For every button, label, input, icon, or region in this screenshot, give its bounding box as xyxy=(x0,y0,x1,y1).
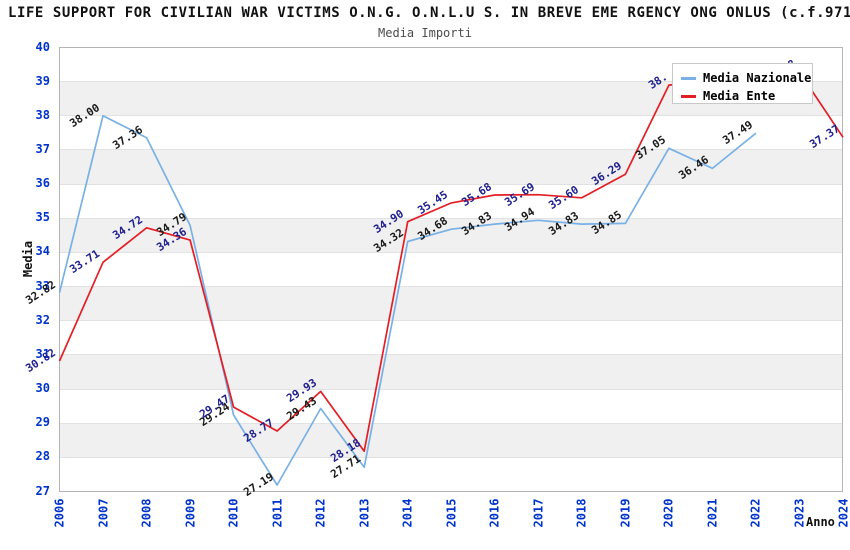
y-tick-label: 39 xyxy=(35,73,50,88)
x-tick-label: 2024 xyxy=(825,495,850,531)
x-tick-text: 2006 xyxy=(52,498,67,528)
y-tick-label: 32 xyxy=(35,312,50,327)
y-tick-label: 40 xyxy=(35,39,50,54)
plot-area xyxy=(59,47,843,492)
legend-item-media-nazionale: Media Nazionale xyxy=(681,69,812,87)
x-tick-label: 2014 xyxy=(390,495,426,531)
plot-band xyxy=(60,286,842,321)
y-tick-label: 30 xyxy=(35,381,50,396)
plot-band xyxy=(60,354,842,390)
plot-band xyxy=(60,423,842,458)
gridline xyxy=(60,456,842,458)
x-tick-label: 2020 xyxy=(651,495,687,531)
chart-title: LIFE SUPPORT FOR CIVILIAN WAR VICTIMS O.… xyxy=(8,5,850,21)
x-tick-label: 2013 xyxy=(346,495,382,531)
y-tick-label: 31 xyxy=(35,346,50,361)
x-tick-label: 2023 xyxy=(781,495,817,531)
x-tick-text: 2014 xyxy=(400,498,415,528)
y-tick-label: 34 xyxy=(35,244,50,259)
gridline xyxy=(60,183,842,185)
legend-red-line-icon xyxy=(681,94,696,98)
x-tick-text: 2023 xyxy=(792,498,807,528)
legend-label-media-nazionale: Media Nazionale xyxy=(703,71,812,85)
y-tick-label: 33 xyxy=(35,278,50,293)
x-tick-label: 2017 xyxy=(520,495,556,531)
gridline xyxy=(60,286,842,288)
x-tick-label: 2015 xyxy=(433,495,469,531)
legend: Media Nazionale Media Ente xyxy=(672,63,813,104)
gridline xyxy=(60,388,842,390)
x-tick-label: 2008 xyxy=(129,495,165,531)
y-tick-label: 27 xyxy=(35,483,50,498)
chart-subtitle: Media Importi xyxy=(378,26,472,40)
plot-band xyxy=(60,149,842,185)
gridline xyxy=(60,354,842,356)
x-tick-label: 2010 xyxy=(216,495,252,531)
x-tick-text: 2016 xyxy=(487,498,502,528)
x-tick-label: 2018 xyxy=(564,495,600,531)
x-tick-label: 2019 xyxy=(607,495,643,531)
x-tick-label: 2007 xyxy=(85,495,121,531)
x-tick-text: 2021 xyxy=(705,498,720,528)
x-tick-text: 2011 xyxy=(270,498,285,528)
x-tick-text: 2010 xyxy=(226,498,241,528)
x-tick-text: 2017 xyxy=(531,498,546,528)
x-tick-text: 2007 xyxy=(96,498,111,528)
y-tick-label: 28 xyxy=(35,449,50,464)
y-tick-label: 36 xyxy=(35,176,50,191)
x-tick-label: 2009 xyxy=(172,495,208,531)
x-tick-label: 2011 xyxy=(259,495,295,531)
y-tick-label: 29 xyxy=(35,415,50,430)
x-tick-label: 2012 xyxy=(303,495,339,531)
legend-blue-line-icon xyxy=(681,76,696,80)
x-axis-title: Anno xyxy=(806,515,835,529)
x-tick-label: 2016 xyxy=(477,495,513,531)
x-tick-text: 2009 xyxy=(183,498,198,528)
y-tick-label: 35 xyxy=(35,210,50,225)
x-tick-text: 2012 xyxy=(313,498,328,528)
x-tick-text: 2008 xyxy=(139,498,154,528)
y-axis-title: Media xyxy=(21,240,35,278)
y-tick-label: 38 xyxy=(35,107,50,122)
x-tick-text: 2022 xyxy=(748,498,763,528)
x-tick-text: 2019 xyxy=(618,498,633,528)
x-tick-text: 2020 xyxy=(661,498,676,528)
x-tick-text: 2013 xyxy=(357,498,372,528)
gridline xyxy=(60,251,842,253)
gridline xyxy=(60,320,842,322)
gridline xyxy=(60,422,842,424)
x-tick-label: 2021 xyxy=(694,495,730,531)
gridline xyxy=(60,115,842,117)
y-tick-label: 37 xyxy=(35,141,50,156)
x-tick-text: 2018 xyxy=(574,498,589,528)
x-tick-label: 2022 xyxy=(738,495,774,531)
gridline xyxy=(60,149,842,151)
x-tick-text: 2015 xyxy=(444,498,459,528)
x-tick-text: 2024 xyxy=(836,498,850,528)
legend-label-media-ente: Media Ente xyxy=(703,89,776,103)
legend-item-media-ente: Media Ente xyxy=(681,87,812,105)
x-tick-label: 2006 xyxy=(42,495,78,531)
